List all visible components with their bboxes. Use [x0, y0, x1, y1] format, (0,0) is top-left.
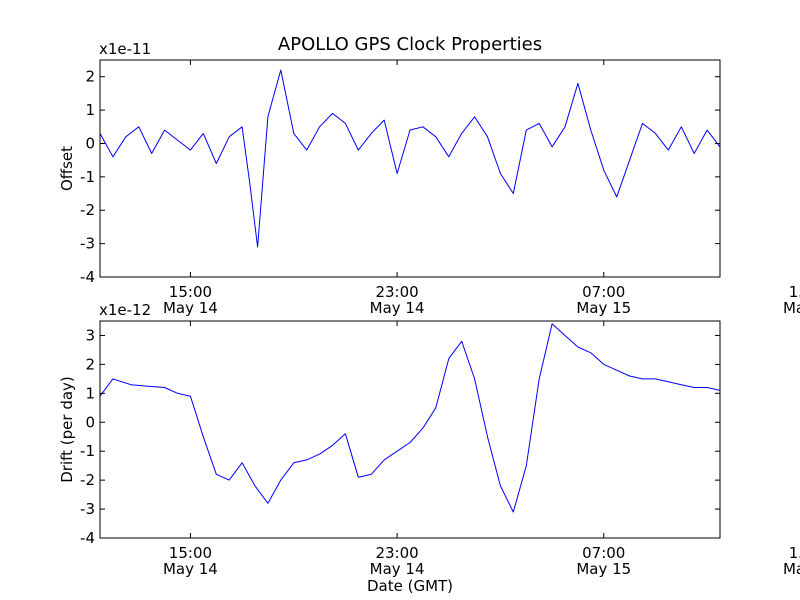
offset-x-tick-time: 07:00 [582, 283, 625, 301]
offset-y-tick-label: -3 [80, 235, 95, 253]
drift-y-tick-label: -2 [80, 471, 95, 489]
offset-scale-label: x1e-11 [99, 40, 151, 58]
offset-y-axis: -4 -3 -2 -1 0 1 2 [80, 68, 720, 286]
drift-x-tick-date: May 15 [576, 560, 631, 578]
offset-y-axis-label: Offset [58, 146, 76, 191]
drift-series-group [99, 323, 721, 513]
drift-x-axis-label: Date (GMT) [367, 577, 453, 595]
drift-x-tick-time: 15:00 [169, 544, 212, 562]
drift-scale-label: x1e-12 [99, 301, 151, 319]
offset-plot-area [100, 60, 720, 277]
drift-x-tick-time: 23:00 [375, 544, 418, 562]
drift-series-line [99, 323, 721, 513]
drift-x-tick-date: May 15 [783, 560, 800, 578]
offset-y-tick-label: 1 [85, 101, 95, 119]
offset-y-tick-label: -1 [80, 168, 95, 186]
offset-plot-frame [99, 59, 721, 278]
drift-y-tick-label: -4 [80, 529, 95, 547]
drift-y-axis-label: Drift (per day) [58, 376, 76, 483]
drift-plot-frame [99, 320, 721, 539]
figure-title: APOLLO GPS Clock Properties [278, 34, 542, 55]
drift-plot-area [100, 321, 720, 538]
drift-x-tick-date: May 14 [163, 560, 218, 578]
drift-y-tick-label: 0 [85, 413, 95, 431]
offset-x-tick-time: 23:00 [375, 283, 418, 301]
drift-y-tick-label: 2 [85, 355, 95, 373]
drift-y-tick-label: 1 [85, 384, 95, 402]
offset-series-line [99, 69, 721, 248]
offset-x-tick-date: May 14 [370, 299, 425, 317]
offset-y-tick-label: -2 [80, 201, 95, 219]
offset-x-tick-time: 15:00 [169, 283, 212, 301]
drift-y-tick-label: 3 [85, 326, 95, 344]
offset-y-tick-label: -4 [80, 268, 95, 286]
drift-x-tick-time: 07:00 [582, 544, 625, 562]
drift-x-tick-date: May 14 [370, 560, 425, 578]
drift-x-tick-time: 15:00 [789, 544, 800, 562]
drift-y-tick-label: -1 [80, 442, 95, 460]
offset-y-tick-label: 2 [85, 68, 95, 86]
offset-x-tick-time: 15:00 [789, 283, 800, 301]
drift-y-axis: -4 -3 -2 -1 0 1 2 3 [80, 326, 720, 547]
offset-x-tick-date: May 15 [783, 299, 800, 317]
offset-y-tick-label: 0 [85, 134, 95, 152]
offset-series-group [99, 69, 721, 248]
offset-x-tick-date: May 15 [576, 299, 631, 317]
offset-x-tick-date: May 14 [163, 299, 218, 317]
drift-y-tick-label: -3 [80, 500, 95, 518]
